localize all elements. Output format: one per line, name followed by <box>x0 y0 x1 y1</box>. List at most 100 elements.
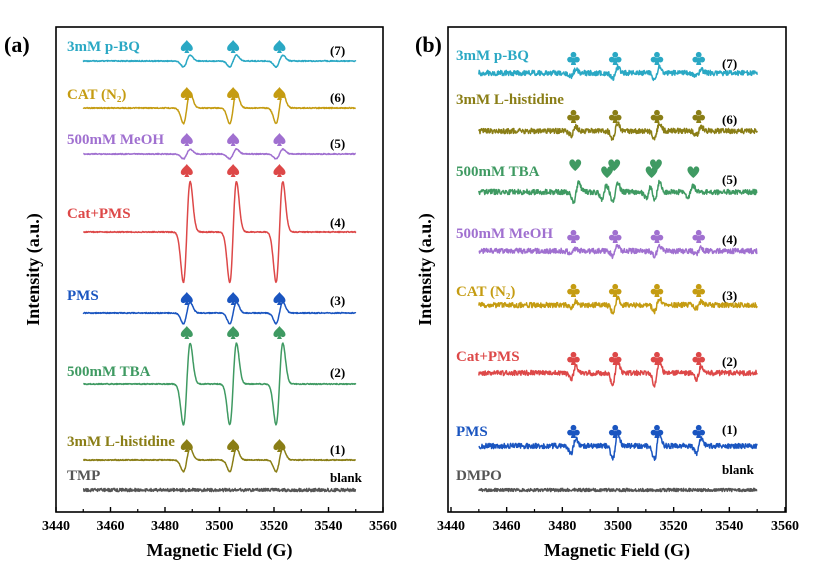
series-number: (4) <box>330 215 345 230</box>
panel-a: (a) 3440 3460 3480 3500 3520 3540 3560 Magnetic … <box>4 26 397 561</box>
series-line <box>82 91 357 125</box>
club-marker-icon <box>650 109 664 123</box>
spade-marker-icon <box>273 164 286 177</box>
club-marker-icon <box>608 351 622 365</box>
series-line <box>82 301 357 325</box>
x-axis-title: Magnetic Field (G) <box>147 540 293 561</box>
spade-marker-icon <box>273 439 286 452</box>
series-label: 500mM MeOH <box>456 226 553 242</box>
series-line <box>478 243 758 260</box>
spade-marker-icon <box>227 292 240 305</box>
x-tick-label: 3460 <box>493 519 521 534</box>
series-line <box>478 295 758 315</box>
panel-label: (b) <box>415 32 442 57</box>
x-tick-label: 3520 <box>660 519 688 534</box>
trace-group: 3mM L-histidine (6) <box>456 92 758 141</box>
spade-marker-icon <box>180 292 193 305</box>
series-line <box>82 54 357 68</box>
x-tick-label: 3560 <box>771 519 799 534</box>
trace-group: 3mM p-BQ (7) <box>456 48 758 82</box>
trace-group: CAT (N₂) (3) <box>456 283 758 315</box>
club-marker-icon <box>692 109 706 123</box>
club-marker-icon <box>567 424 580 438</box>
club-marker-icon <box>650 283 664 297</box>
spade-marker-icon <box>227 133 240 146</box>
series-number: (7) <box>330 43 345 58</box>
club-marker-icon <box>608 229 622 243</box>
x-tick-label: 3440 <box>437 519 465 534</box>
trace-group: Cat+PMS (2) <box>456 349 758 388</box>
series-number: (1) <box>722 422 737 437</box>
series-number: (7) <box>722 56 737 71</box>
series-label: PMS <box>456 424 488 440</box>
series-number: blank <box>330 470 363 485</box>
club-marker-icon <box>692 283 706 297</box>
series-line <box>82 342 357 426</box>
series-label: 3mM L-histidine <box>456 92 564 108</box>
trace-group: CAT (N₂) (6) <box>67 87 357 125</box>
club-marker-icon <box>650 51 664 65</box>
trace-group: PMS (1) <box>456 422 758 461</box>
trace-group: 3mM p-BQ (7) <box>67 39 357 68</box>
series-line <box>82 180 357 284</box>
series-line <box>478 358 758 388</box>
series-line <box>82 148 357 161</box>
trace-group: 500mM MeOH (4) <box>456 226 758 260</box>
club-marker-icon <box>567 283 580 297</box>
spade-marker-icon <box>180 87 193 100</box>
series-number: (3) <box>722 288 737 303</box>
heart-marker-icon <box>601 166 613 178</box>
club-marker-icon <box>567 229 580 243</box>
y-axis-title: Intensity (a.u.) <box>23 213 44 326</box>
spade-marker-icon <box>227 87 240 100</box>
x-tick-label: 3480 <box>548 519 576 534</box>
plot-frame <box>447 26 787 513</box>
series-line <box>82 447 357 473</box>
heart-marker-icon <box>650 159 662 171</box>
y-axis-title: Intensity (a.u.) <box>415 213 436 326</box>
spade-marker-icon <box>273 87 286 100</box>
x-tick-label: 3440 <box>42 519 70 534</box>
series-number: (1) <box>330 442 345 457</box>
series-number: (5) <box>722 172 737 187</box>
series-label: Cat+PMS <box>67 206 131 222</box>
club-marker-icon <box>650 351 664 365</box>
x-tick-label: 3500 <box>604 519 632 534</box>
x-tick-label: 3560 <box>369 519 397 534</box>
panel-label: (a) <box>4 32 30 57</box>
club-marker-icon <box>692 351 706 365</box>
series-number: (4) <box>722 232 737 247</box>
series-number: (6) <box>722 112 737 127</box>
heart-marker-icon <box>608 159 621 171</box>
series-label: 3mM p-BQ <box>67 39 140 55</box>
spade-marker-icon <box>180 439 193 452</box>
series-number: (5) <box>330 136 345 151</box>
trace-group: TMP blank <box>67 468 363 493</box>
spade-marker-icon <box>180 133 193 146</box>
x-tick-label: 3460 <box>97 519 125 534</box>
spade-marker-icon <box>180 326 193 339</box>
series-line <box>478 487 758 493</box>
club-marker-icon <box>567 51 580 65</box>
series-label: DMPO <box>456 468 502 484</box>
series-label: CAT (N₂) <box>67 87 126 103</box>
club-marker-icon <box>567 109 580 123</box>
trace-group: DMPO blank <box>456 462 758 493</box>
series-number: (2) <box>330 365 345 380</box>
trace-group: 500mM TBA (5) <box>456 159 758 205</box>
trace-group: PMS (3) <box>67 288 357 325</box>
trace-group: 500mM MeOH (5) <box>67 132 357 161</box>
spade-marker-icon <box>227 439 240 452</box>
heart-marker-icon <box>569 159 582 171</box>
spade-marker-icon <box>227 40 240 53</box>
series-number: blank <box>722 462 755 477</box>
trace-group: 500mM TBA (2) <box>67 326 357 426</box>
club-marker-icon <box>650 229 664 243</box>
club-marker-icon <box>692 424 706 438</box>
spade-marker-icon <box>227 164 240 177</box>
x-tick-label: 3500 <box>206 519 234 534</box>
club-marker-icon <box>608 283 622 297</box>
club-marker-icon <box>608 51 622 65</box>
series-label: 500mM TBA <box>67 364 151 380</box>
